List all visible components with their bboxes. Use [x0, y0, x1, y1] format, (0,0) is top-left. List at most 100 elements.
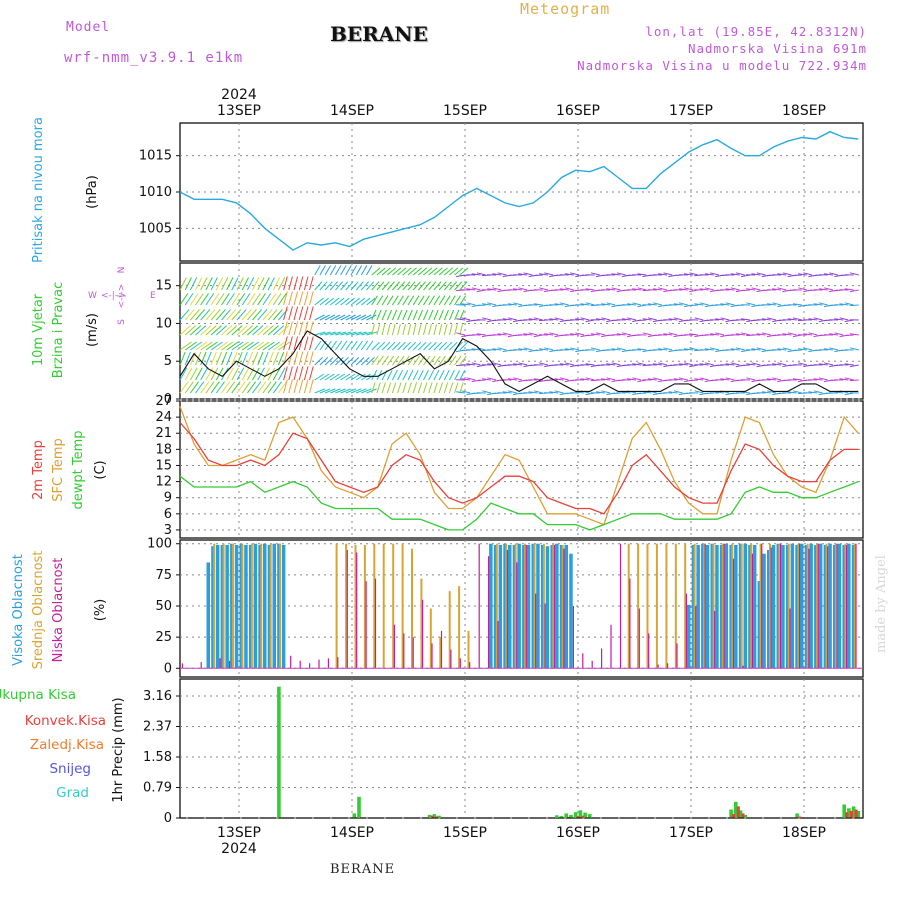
wind-barb [849, 347, 859, 351]
wind-barb [632, 288, 642, 291]
wind-barb [397, 281, 406, 291]
wind-barb [381, 355, 389, 366]
wind-barb [704, 362, 714, 366]
high-cloud-bar [244, 545, 248, 669]
bottom-date-label: 15SEP [443, 825, 487, 841]
mid-cloud-bar [232, 543, 234, 669]
wind-barb [792, 349, 802, 352]
wind-barb [751, 348, 761, 351]
wind-barb [849, 272, 859, 276]
low-cloud-bar [610, 624, 612, 669]
wind-barb [361, 373, 371, 381]
legend-frozen-precip: Zaledj.Kisa [30, 737, 104, 753]
high-cloud-bar [818, 543, 823, 669]
wind-barb [345, 297, 355, 306]
high-cloud-bar [503, 543, 507, 669]
mid-cloud-bar [712, 543, 715, 669]
wind-barb [319, 314, 330, 321]
wind-barb [309, 351, 314, 366]
wind-barb [335, 357, 344, 366]
wind-barb [361, 331, 373, 336]
low-cloud-bar [846, 545, 848, 669]
wind-barb [298, 321, 304, 336]
wind-barb [226, 309, 237, 321]
wind-barb [528, 318, 538, 321]
wind-barb [689, 304, 699, 307]
wind-barb [792, 378, 802, 381]
high-cloud-bar [517, 543, 521, 669]
wind-barb [448, 309, 455, 321]
wind-barb [709, 272, 720, 276]
wind-barb [407, 281, 416, 291]
wind-barb [355, 357, 365, 366]
low-cloud-bar [742, 665, 744, 669]
wind-barb [637, 273, 647, 276]
wind-barb [798, 287, 808, 291]
mid-cloud-bar [335, 543, 338, 669]
mid-cloud-bar [665, 543, 668, 669]
wind-barb [673, 303, 683, 306]
mid-cloud-bar [363, 545, 366, 669]
mid-cloud-bar [250, 543, 253, 669]
wind-barb [381, 324, 386, 336]
wind-barb [673, 378, 683, 381]
wind-barb [570, 347, 580, 351]
pressure-series [179, 130, 859, 251]
wind-barb [386, 295, 394, 306]
low-cloud-bar [714, 611, 716, 669]
wind-barb [371, 369, 378, 381]
wind-barb [366, 340, 374, 351]
high-cloud-bar [851, 545, 856, 669]
wind-barb [626, 303, 637, 306]
wind-barb [735, 272, 745, 276]
wind-barb [673, 390, 683, 394]
wind-barb [277, 277, 286, 291]
high-cloud-bar [531, 543, 535, 669]
wind-barb [518, 287, 528, 291]
wind-barb [730, 287, 740, 291]
wind-barb [221, 325, 233, 336]
wind-barb [221, 381, 231, 394]
wind-barb [376, 382, 381, 394]
wind-panel: 10m Vjetar Brzina i Pravac (m/s) <-|-> N… [31, 265, 863, 407]
wind-barb [492, 273, 502, 276]
high-cloud-bar [828, 543, 832, 669]
high-cloud-bar [691, 545, 696, 669]
wind-barb [459, 324, 463, 336]
wind-barb [808, 391, 818, 394]
wind-barb [397, 341, 406, 351]
wind-barb [792, 303, 802, 306]
wind-barb [319, 373, 330, 381]
wind-barb [252, 381, 262, 394]
high-cloud-bar [795, 545, 799, 669]
legend-conv-precip: Konvek.Kisa [25, 713, 106, 729]
wind-barb [423, 309, 429, 321]
wind-barb [184, 277, 192, 291]
low-cloud-bar [374, 578, 377, 669]
low-cloud-bar [685, 593, 687, 669]
wind-barb [345, 331, 357, 336]
wind-barb [513, 288, 523, 291]
wind-barb [407, 267, 417, 276]
wind-barb [459, 267, 469, 276]
wind-barb [381, 382, 386, 394]
pressure-unit: (hPa) [85, 175, 100, 209]
wind-barb [632, 302, 642, 306]
wind-barb [360, 357, 370, 366]
wind-barb [684, 287, 694, 291]
wind-compass-horizontal: <-|-> [101, 291, 126, 301]
wind-barb [849, 333, 859, 336]
wind-barb [205, 293, 215, 306]
wind-barb [277, 351, 285, 366]
wind-barb [205, 381, 215, 394]
wind-barb [262, 309, 273, 321]
wind-barb [340, 388, 351, 394]
wind-barb [443, 355, 452, 366]
wind-barb [288, 321, 293, 336]
wind-barb [288, 379, 293, 394]
wind-barb [386, 382, 392, 394]
wind-barb [461, 303, 471, 306]
wind-barb [428, 382, 433, 394]
wind-barb [355, 281, 364, 291]
wind-barb [471, 273, 481, 276]
